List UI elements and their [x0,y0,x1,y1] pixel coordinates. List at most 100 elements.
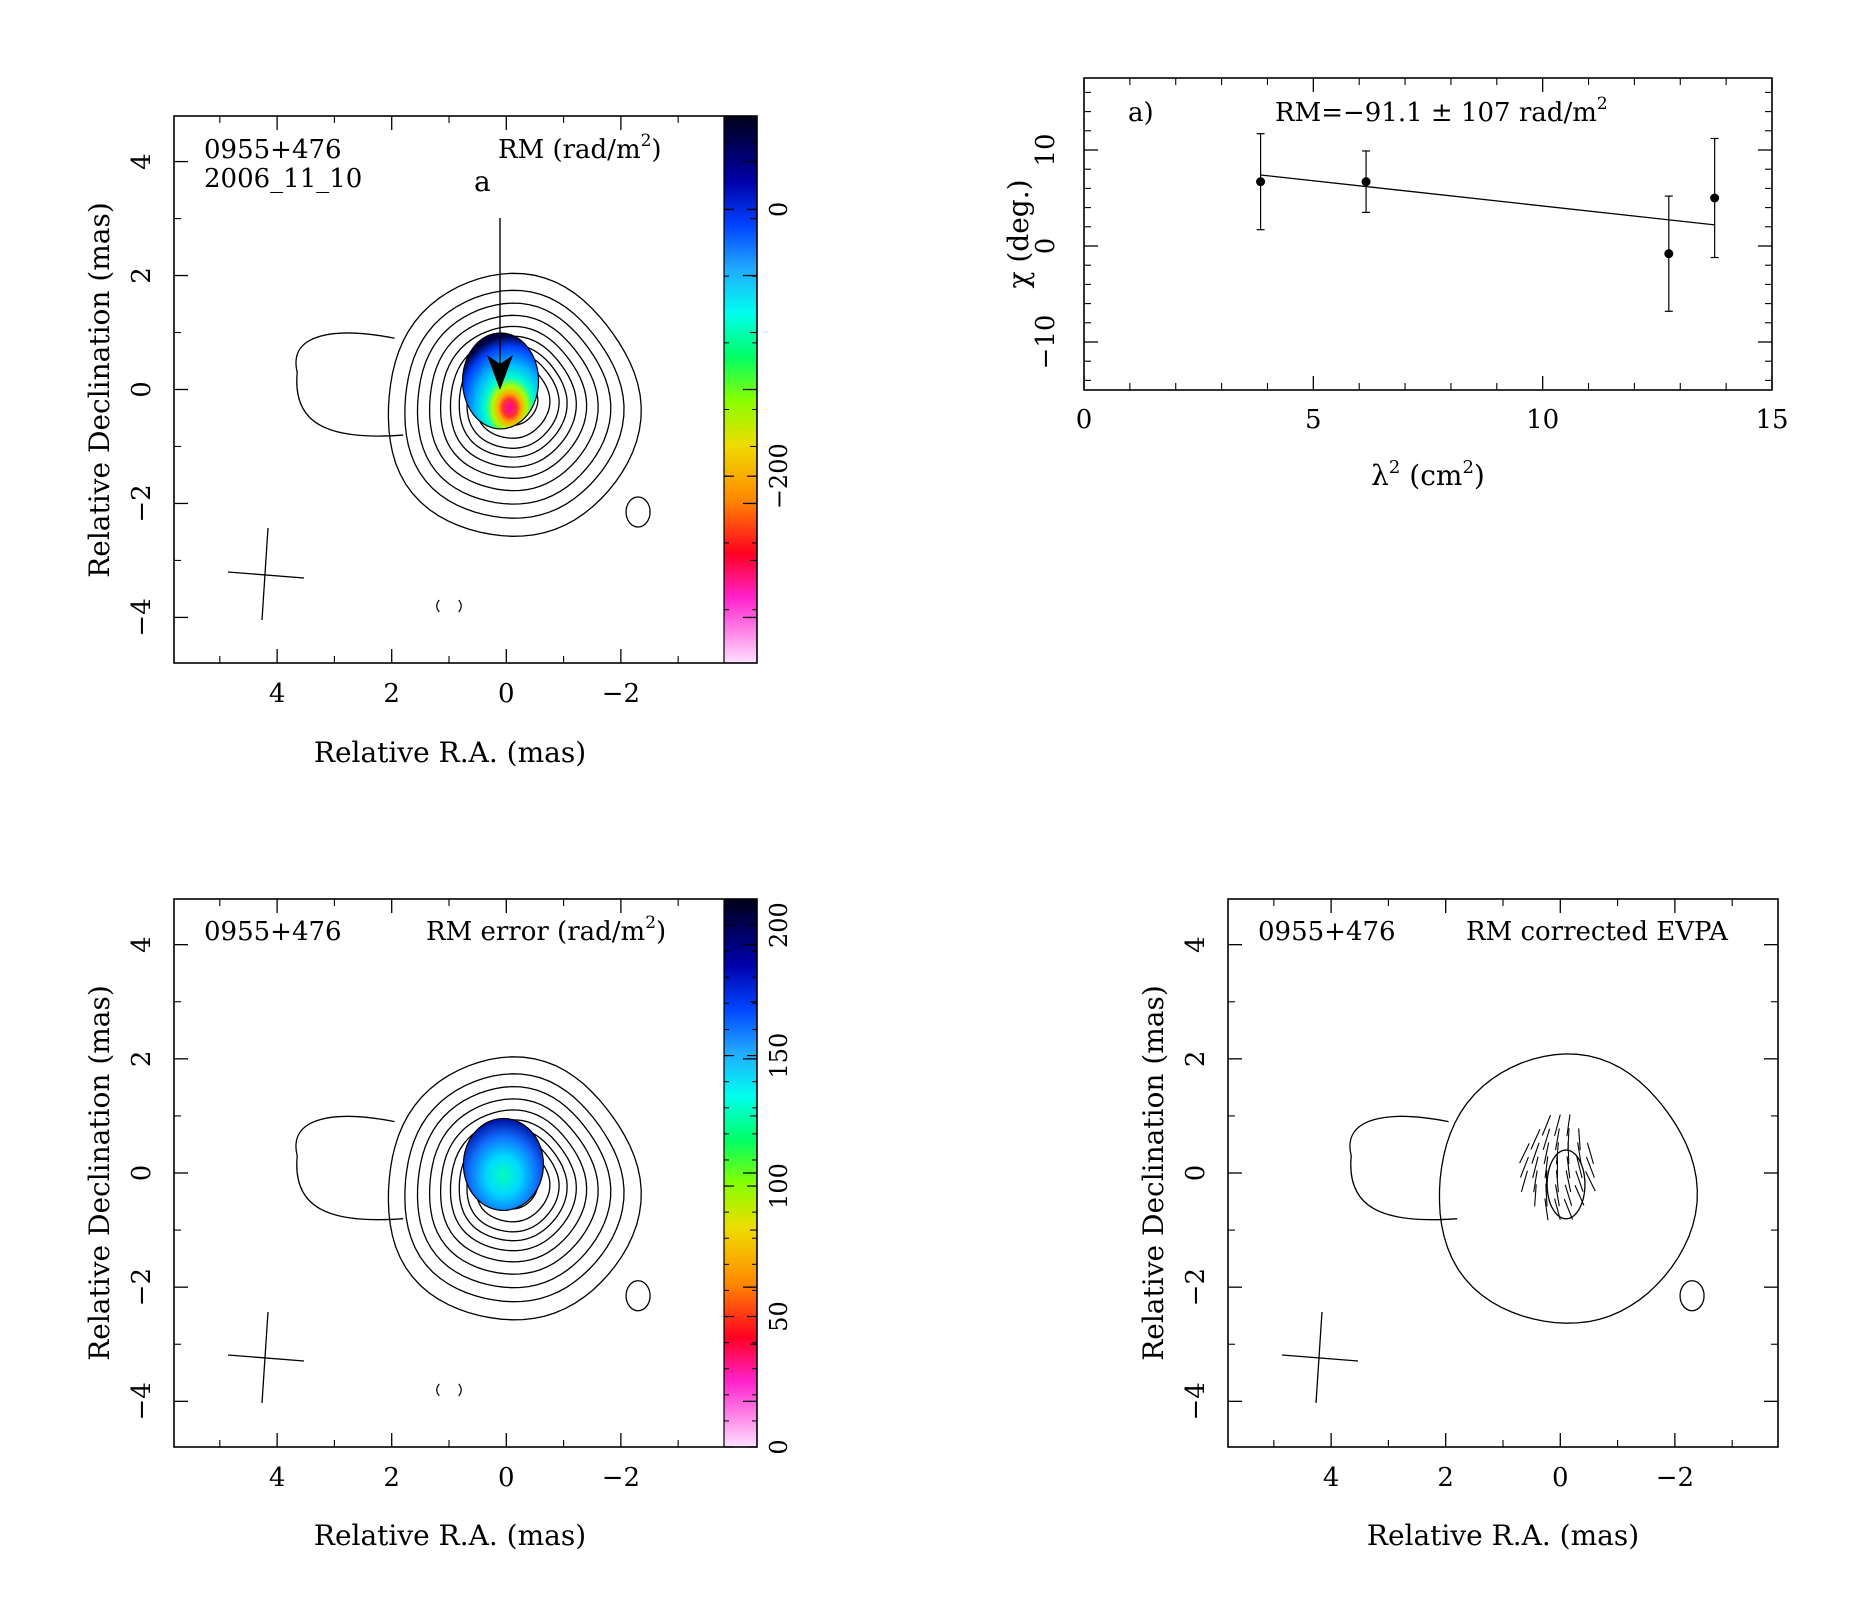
evpa-vector [1519,1143,1530,1164]
rm-source-label: 0955+476 [204,135,342,165]
contour-ring [404,289,625,519]
evpa-vector [1554,1128,1560,1151]
fit-panel-label: a) [1128,98,1154,128]
panel-rm-map: 4 2 0 −2 4 2 0 −2 −4 0 −200 0955+476 2006_11_10 R… [83,115,793,769]
evpa-vector [1566,1114,1571,1137]
rm-ticks: 4 2 0 −2 4 2 0 −2 −4 [127,116,757,709]
fit-line [1260,174,1715,226]
evpa-vector [1574,1185,1585,1206]
contour-ring [458,1127,568,1242]
contour-ring [387,272,642,537]
fit-x-tick-label: 10 [1526,405,1559,435]
fit-data-point [1361,177,1371,187]
evpa-vector [1576,1156,1583,1179]
y-tick-label: −4 [127,1382,157,1420]
contour-ring [416,1085,612,1289]
x-tick-label: 0 [1552,1463,1569,1493]
panel-rm-fit: 0 5 10 15 10 0 −10 a) RM=−91.1 ± 107 rad/m2 λ2… [1002,77,1789,492]
evpa-vector [1567,1142,1570,1165]
evpa-vector [1544,1198,1549,1221]
x-tick-label: −2 [602,1463,640,1493]
fit-plot-frame [1083,77,1773,391]
rm-slice-arrowhead [487,355,513,390]
evpa-vector [1585,1171,1596,1192]
evpa-vector [1545,1184,1548,1207]
contour-island [625,1280,651,1312]
evpa-vector [1554,1114,1561,1137]
evpa-vector [1544,1156,1549,1179]
rm-cb-ticks: 0 −200 [724,142,793,611]
fit-data-point [1256,177,1266,187]
evpa-contours [1349,1053,1705,1324]
evpa-vector [1530,1129,1541,1150]
panel-rm-error-map: 4 2 0 −2 4 2 0 −2 −4 200 150 100 50 0 0955+476 RM er… [83,898,793,1552]
evpa-vector [1586,1142,1594,1165]
evpa-vector [1533,1170,1538,1193]
contour-speck [436,1383,440,1397]
fit-y-tick-label: −10 [1031,315,1061,370]
contour-ring [439,325,588,479]
y-tick-label: −4 [1181,1382,1211,1420]
rm-contours [295,272,651,613]
evpa-vector [1566,1156,1571,1179]
evpa-vector [1578,1128,1581,1151]
y-tick-label: −2 [1181,1268,1211,1306]
evpa-vectors [1519,1114,1596,1221]
contour-ring [458,344,568,458]
x-tick-label: −2 [1656,1463,1694,1493]
evpa-vector [1585,1156,1595,1178]
fit-y-tick-label: 10 [1031,133,1061,166]
fit-y-tick-label: 0 [1031,238,1061,255]
cb-tick-label: −200 [765,443,793,509]
contour-ring [404,1073,625,1303]
contour-ring [439,1109,588,1263]
fit-ticks: 0 5 10 15 10 0 −10 [1031,78,1789,435]
rm-beam-major [261,527,269,621]
y-tick-label: 0 [127,1165,157,1182]
evpa-vector [1564,1184,1573,1206]
contour-speck [436,599,440,613]
y-tick-label: 2 [127,1051,157,1068]
evpa-source-label: 0955+476 [1258,917,1396,947]
contour-core [1546,1149,1586,1220]
x-tick-label: −2 [602,679,640,709]
evpa-vector [1519,1156,1529,1178]
x-tick-label: 0 [498,679,515,709]
x-tick-label: 2 [383,679,400,709]
cb-tick-label: 200 [765,902,793,948]
rm-beam-minor [227,571,305,579]
evpa-vector [1542,1128,1551,1150]
err-colour-pixels [462,1117,545,1212]
evpa-y-axis-label: Relative Declination (mas) [1137,985,1170,1361]
err-core-contour [462,1117,545,1212]
evpa-vector [1575,1170,1584,1192]
err-x-axis-label: Relative R.A. (mas) [314,1519,586,1552]
evpa-ticks: 4 2 0 −2 4 2 0 −2 −4 [1181,899,1778,1493]
fit-rm-annotation: RM=−91.1 ± 107 rad/m2 [1275,94,1608,128]
cb-tick-label: 0 [765,202,793,217]
evpa-vector [1554,1184,1560,1207]
cb-tick-label: 0 [765,1439,793,1454]
fit-data [1256,133,1720,312]
evpa-vector [1543,1142,1550,1165]
err-beam-minor [227,1354,305,1362]
rm-y-axis-label: Relative Declination (mas) [83,202,116,578]
cb-tick-label: 100 [765,1163,793,1209]
evpa-beam-minor [1281,1354,1359,1362]
x-tick-label: 2 [383,1463,400,1493]
fit-x-tick-label: 15 [1755,405,1788,435]
evpa-vector [1555,1170,1559,1193]
rm-slice-marker: a [474,165,491,198]
fit-x-tick-label: 0 [1076,405,1093,435]
evpa-vector [1554,1198,1561,1221]
fit-data-point [1710,193,1720,203]
contour-lobe [295,1115,404,1221]
err-colour-region [463,1118,544,1211]
rm-title: RM (rad/m2) [498,131,662,165]
cb-tick-label: 50 [765,1301,793,1332]
contour-island [625,496,651,528]
y-tick-label: 0 [127,381,157,398]
evpa-title: RM corrected EVPA [1466,917,1729,947]
y-tick-label: 4 [127,936,157,953]
evpa-vector [1531,1142,1540,1164]
